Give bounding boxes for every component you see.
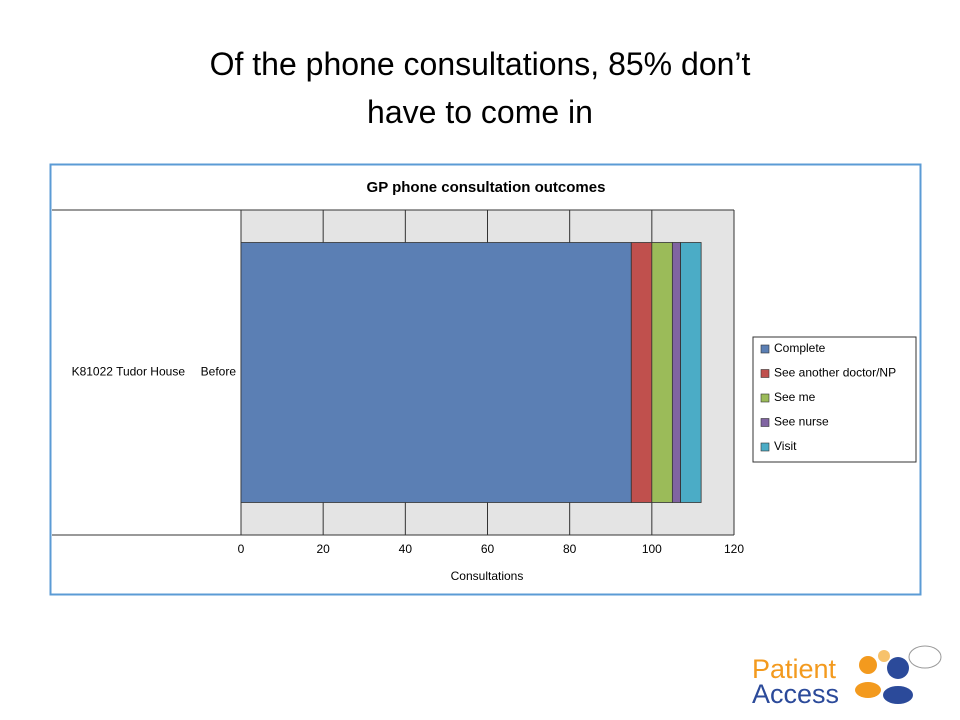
bar [671,242,681,503]
legend-box [752,336,917,463]
legend-marker [760,442,770,452]
slide-title: Of the phone consultations, 85% don’t [209,46,751,82]
x-tick-label: 100 [642,542,662,556]
logo-text: Patient [752,654,837,684]
x-tick-label: 80 [563,542,577,556]
logo-text: Access [752,679,839,709]
x-axis-label: Consultations [451,569,524,583]
chart-title: GP phone consultation outcomes [367,179,606,196]
y-tick-label: Before [201,365,237,379]
legend-marker [760,418,770,427]
x-tick-label: 20 [316,542,330,556]
category-group-label: K81022 Tudor House [72,365,186,379]
legend-marker [760,344,770,354]
x-tick-label: 40 [399,542,413,556]
x-tick-label: 0 [238,542,245,556]
bar [680,242,702,503]
x-tick-label: 120 [724,542,744,556]
legend-marker [760,393,770,403]
x-tick-label: 60 [481,542,495,556]
bar [651,242,673,503]
bar [240,242,632,503]
legend-label: See nurse [774,415,829,429]
legend-label: See me [774,390,816,404]
legend-marker [760,369,770,378]
bar [630,242,653,503]
legend-label: See another doctor/NP [774,366,896,380]
slide-title: have to come in [367,94,593,130]
legend-label: Visit [774,439,797,453]
logo: Patient Access [752,645,942,709]
legend-label: Complete [774,341,826,355]
